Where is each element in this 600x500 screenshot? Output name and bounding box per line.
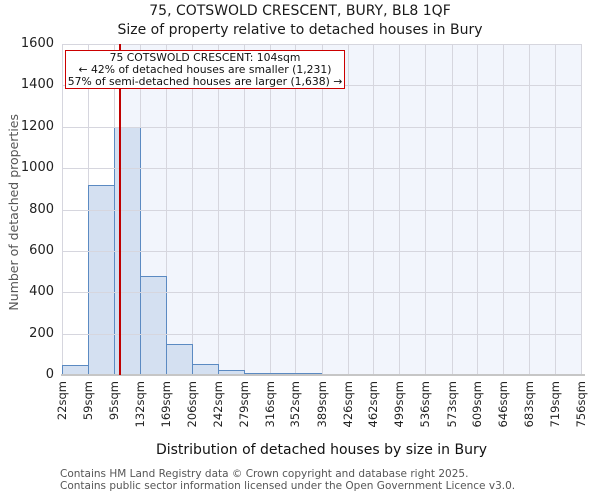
x-tick-label: 352sqm (288, 381, 303, 428)
footer-line-2: Contains public sector information licen… (60, 480, 516, 493)
y-tick-label: 1000 (20, 160, 54, 176)
y-tick-label: 1400 (20, 77, 54, 93)
x-tick-label: 132sqm (132, 381, 147, 428)
y-tick-label: 600 (29, 242, 54, 258)
plot-area (61, 44, 585, 376)
x-tick-label: 206sqm (185, 381, 200, 428)
x-axis-line (61, 374, 585, 376)
x-tick-label: 95sqm (106, 381, 121, 421)
horizontal-gridline (62, 168, 581, 170)
histogram-bar (217, 369, 245, 375)
annotation-line-2: ← 42% of detached houses are smaller (1,… (78, 63, 332, 77)
horizontal-gridline (62, 250, 581, 252)
x-tick-label: 242sqm (210, 381, 225, 428)
y-tick-label: 400 (29, 284, 54, 300)
annotation-line-3: 57% of semi-detached houses are larger (… (67, 75, 343, 89)
histogram-bar (192, 363, 219, 375)
histogram-bar (139, 275, 167, 375)
histogram-bar (165, 343, 194, 375)
x-tick-label: 683sqm (522, 381, 537, 428)
horizontal-gridline (62, 292, 581, 294)
y-tick-label: 1600 (20, 36, 54, 51)
x-tick-label: 389sqm (314, 381, 329, 428)
horizontal-gridline (62, 209, 581, 211)
x-tick-label: 279sqm (236, 381, 251, 428)
x-tick-label: 59sqm (81, 381, 96, 421)
horizontal-gridline (62, 44, 581, 45)
y-tick-label: 1200 (20, 118, 54, 134)
x-tick-label: 499sqm (392, 381, 407, 428)
x-axis-title: Distribution of detached houses by size … (155, 442, 488, 458)
x-tick-label: 719sqm (547, 381, 562, 428)
x-tick-label: 22sqm (55, 381, 69, 421)
y-tick-label: 200 (29, 325, 54, 341)
chart-title: 75, COTSWOLD CRESCENT, BURY, BL8 1QF (149, 3, 451, 19)
footer-line-1: Contains HM Land Registry data © Crown c… (60, 468, 469, 480)
horizontal-gridline (62, 126, 581, 128)
histogram-bar (88, 184, 115, 375)
y-tick-label: 800 (29, 201, 54, 217)
y-tick-label: 0 (45, 367, 54, 382)
x-tick-label: 756sqm (574, 381, 588, 428)
x-tick-label: 609sqm (470, 381, 485, 428)
histogram-bar (295, 372, 323, 375)
x-tick-label: 536sqm (418, 381, 433, 428)
property-size-marker-line (118, 44, 121, 375)
footer: Contains HM Land Registry data © Crown c… (60, 468, 600, 493)
x-tick-label: 426sqm (340, 381, 355, 428)
x-tick-label: 316sqm (262, 381, 277, 428)
x-tick-label: 462sqm (366, 381, 381, 428)
chart-subtitle: Size of property relative to detached ho… (117, 22, 483, 38)
annotation-line-1: 75 COTSWOLD CRESCENT: 104sqm (109, 51, 301, 64)
horizontal-gridline (62, 333, 581, 335)
vertical-gridline (581, 44, 582, 375)
annotation-box: 75 COTSWOLD CRESCENT: 104sqm ← 42% of de… (65, 50, 345, 89)
x-tick-label: 646sqm (496, 381, 511, 428)
x-tick-label: 573sqm (444, 381, 459, 428)
x-tick-label: 169sqm (158, 381, 173, 428)
